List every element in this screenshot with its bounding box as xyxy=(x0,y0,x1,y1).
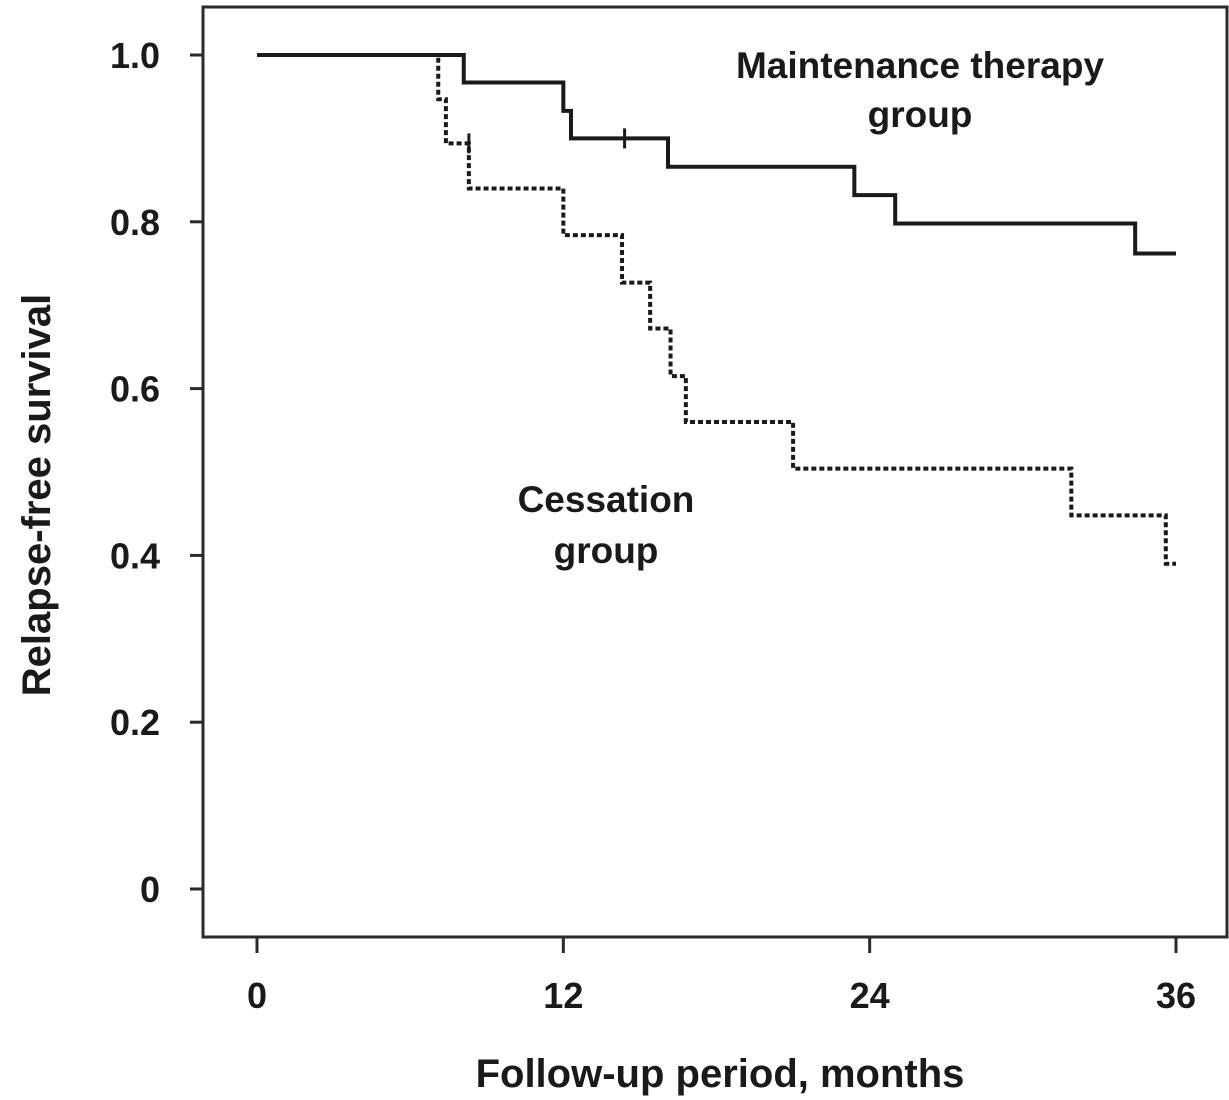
maintenance-therapy-curve xyxy=(257,53,1176,256)
y-tick-label: 0.2 xyxy=(110,702,160,743)
x-tick-label: 36 xyxy=(1156,975,1196,1016)
x-tick-label: 12 xyxy=(543,975,583,1016)
series-layer xyxy=(257,53,1176,566)
y-tick-label: 0 xyxy=(140,869,160,910)
x-tick-label: 24 xyxy=(850,975,890,1016)
y-axis: 0 0.2 0.4 0.6 0.8 1.0 xyxy=(110,35,203,910)
maintenance-group-label-line1: Maintenance therapy xyxy=(736,45,1104,86)
x-axis: 0 12 24 36 xyxy=(247,937,1196,1016)
cessation-group-label-line1: Cessation xyxy=(518,479,695,520)
y-tick-label: 0.4 xyxy=(110,535,160,576)
y-tick-label: 0.6 xyxy=(110,369,160,410)
cessation-group-label-line2: group xyxy=(554,530,659,571)
x-tick-label: 0 xyxy=(247,975,267,1016)
maintenance-group-label-line2: group xyxy=(868,94,973,135)
y-axis-title: Relapse-free survival xyxy=(15,294,59,696)
plot-frame xyxy=(201,5,1229,939)
y-tick-label: 0.8 xyxy=(110,202,160,243)
x-axis-title: Follow-up period, months xyxy=(476,1052,965,1096)
cessation-curve xyxy=(257,53,1176,566)
y-tick-label: 1.0 xyxy=(110,35,160,76)
